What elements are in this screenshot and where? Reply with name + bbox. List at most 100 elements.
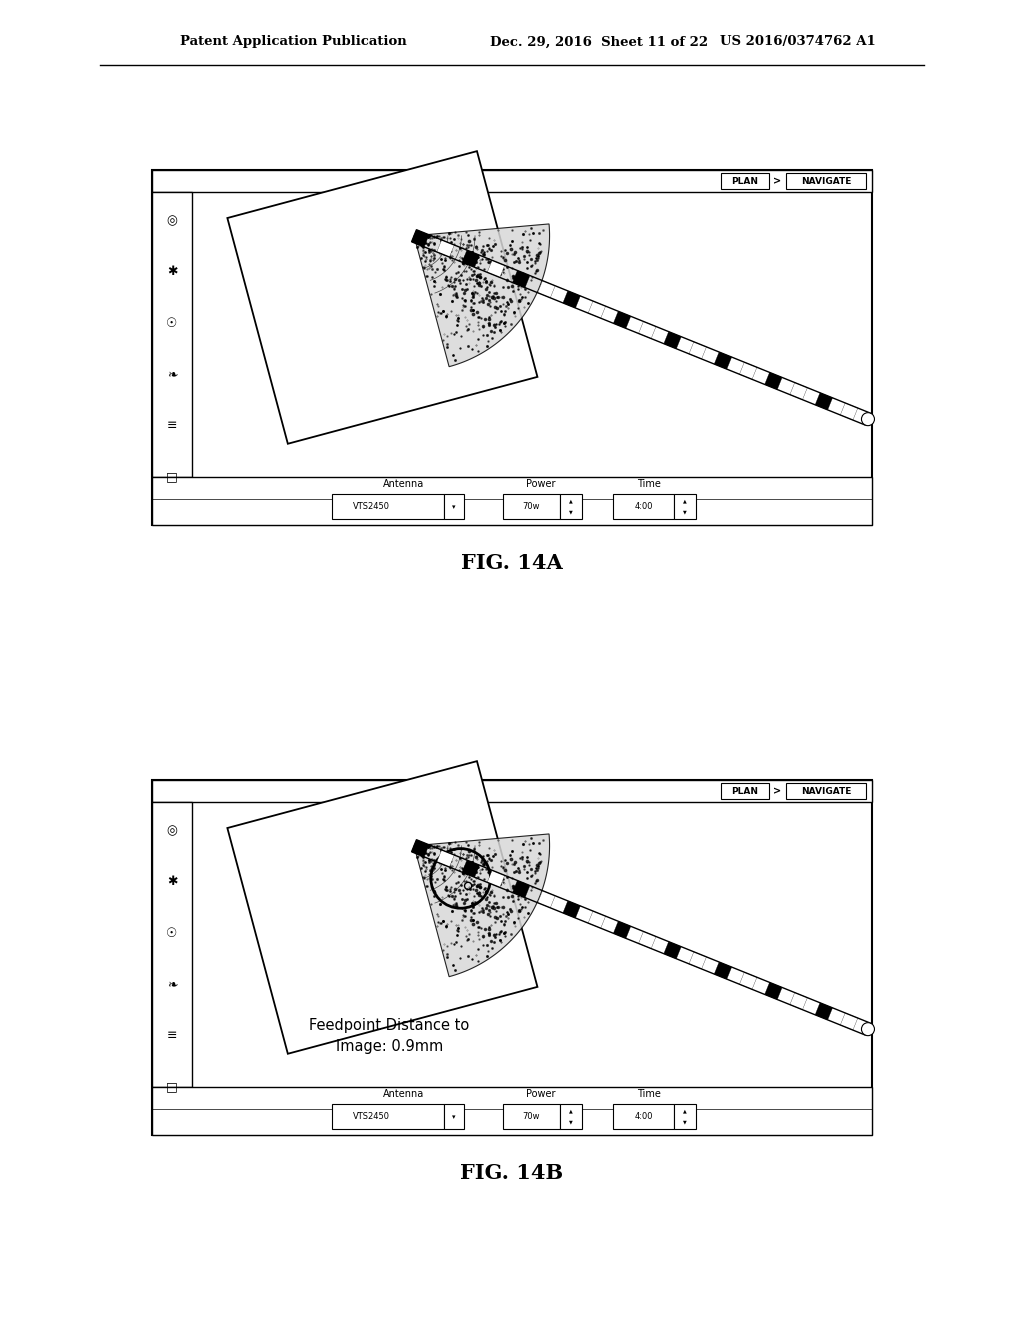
Polygon shape [538, 281, 555, 298]
Bar [152, 191, 193, 477]
Text: Power: Power [526, 1089, 556, 1100]
Text: ✱: ✱ [167, 875, 177, 888]
Bar [332, 1105, 443, 1129]
Bar [332, 494, 443, 519]
Bar [786, 783, 866, 799]
Text: Time: Time [637, 1089, 660, 1100]
Bar [503, 1105, 560, 1129]
Bar [612, 1105, 674, 1129]
Text: Antenna: Antenna [383, 1089, 425, 1100]
Circle shape [861, 413, 874, 425]
Text: ▾: ▾ [452, 1114, 456, 1119]
Polygon shape [815, 393, 833, 411]
Text: Time: Time [637, 479, 660, 488]
Text: FIG. 14B: FIG. 14B [461, 1163, 563, 1183]
Polygon shape [437, 240, 455, 257]
Bar [152, 170, 872, 191]
Bar [560, 494, 582, 519]
Text: □: □ [166, 470, 178, 483]
Bar [721, 173, 769, 189]
Text: VTS2450: VTS2450 [352, 1113, 389, 1121]
Polygon shape [841, 1012, 858, 1030]
Text: ❧: ❧ [167, 978, 177, 991]
Polygon shape [487, 260, 505, 277]
Text: US 2016/0374762 A1: US 2016/0374762 A1 [720, 36, 876, 49]
Polygon shape [512, 880, 530, 898]
Text: 70w: 70w [522, 1113, 541, 1121]
Text: ◎: ◎ [167, 214, 177, 227]
Polygon shape [639, 322, 656, 338]
Polygon shape [227, 762, 538, 1053]
Bar [786, 173, 866, 189]
Text: ☉: ☉ [166, 317, 177, 330]
Text: ▲: ▲ [569, 1109, 573, 1114]
Bar [152, 780, 872, 803]
Text: ≡: ≡ [167, 1030, 177, 1043]
Polygon shape [664, 941, 681, 958]
Text: ▼: ▼ [683, 510, 687, 515]
Bar [152, 803, 193, 1086]
Bar [503, 494, 560, 519]
Polygon shape [613, 312, 631, 329]
Polygon shape [512, 271, 530, 288]
Polygon shape [613, 921, 631, 939]
Bar [152, 477, 872, 525]
Text: ▲: ▲ [683, 499, 687, 504]
Bar [152, 170, 872, 525]
Bar [721, 783, 769, 799]
Polygon shape [815, 1003, 833, 1020]
Bar [443, 1105, 464, 1129]
Text: ▲: ▲ [569, 499, 573, 504]
Polygon shape [227, 152, 538, 444]
Polygon shape [588, 911, 605, 928]
Text: ◎: ◎ [167, 824, 177, 837]
Bar [152, 1086, 872, 1135]
Text: ▼: ▼ [683, 1119, 687, 1125]
Text: VTS2450: VTS2450 [352, 502, 389, 511]
Polygon shape [664, 331, 681, 348]
Text: FIG. 14A: FIG. 14A [461, 553, 563, 573]
Polygon shape [639, 932, 656, 949]
Polygon shape [739, 973, 757, 989]
Text: NAVIGATE: NAVIGATE [801, 787, 851, 796]
Polygon shape [487, 870, 505, 887]
Polygon shape [714, 352, 732, 370]
Polygon shape [414, 834, 550, 977]
Text: ❧: ❧ [167, 368, 177, 381]
Text: PLAN: PLAN [731, 177, 759, 186]
Text: □: □ [166, 1081, 178, 1093]
Text: ▾: ▾ [452, 504, 456, 510]
Text: 4:00: 4:00 [634, 1113, 652, 1121]
Bar [443, 494, 464, 519]
Bar [560, 1105, 582, 1129]
Polygon shape [765, 982, 782, 999]
Text: ✱: ✱ [167, 265, 177, 279]
Text: ☉: ☉ [166, 927, 177, 940]
Polygon shape [414, 224, 550, 367]
Text: Power: Power [526, 479, 556, 488]
Text: >: > [773, 176, 781, 186]
Circle shape [861, 1023, 874, 1036]
Bar [674, 494, 696, 519]
Text: ≡: ≡ [167, 420, 177, 432]
Bar [152, 780, 872, 1135]
Polygon shape [462, 861, 479, 878]
Polygon shape [538, 891, 555, 908]
Polygon shape [841, 403, 858, 420]
Polygon shape [790, 993, 807, 1010]
Polygon shape [689, 342, 707, 359]
Polygon shape [462, 249, 479, 267]
Text: NAVIGATE: NAVIGATE [801, 177, 851, 186]
Polygon shape [765, 372, 782, 389]
Bar [674, 1105, 696, 1129]
Text: Feedpoint Distance to
Image: 0.9mm: Feedpoint Distance to Image: 0.9mm [309, 1018, 469, 1053]
Text: 4:00: 4:00 [634, 502, 652, 511]
Polygon shape [437, 850, 455, 867]
Polygon shape [412, 840, 429, 857]
Polygon shape [563, 290, 581, 308]
Text: Dec. 29, 2016  Sheet 11 of 22: Dec. 29, 2016 Sheet 11 of 22 [490, 36, 709, 49]
Text: PLAN: PLAN [731, 787, 759, 796]
Text: Patent Application Publication: Patent Application Publication [180, 36, 407, 49]
Polygon shape [588, 301, 605, 318]
Polygon shape [689, 952, 707, 969]
